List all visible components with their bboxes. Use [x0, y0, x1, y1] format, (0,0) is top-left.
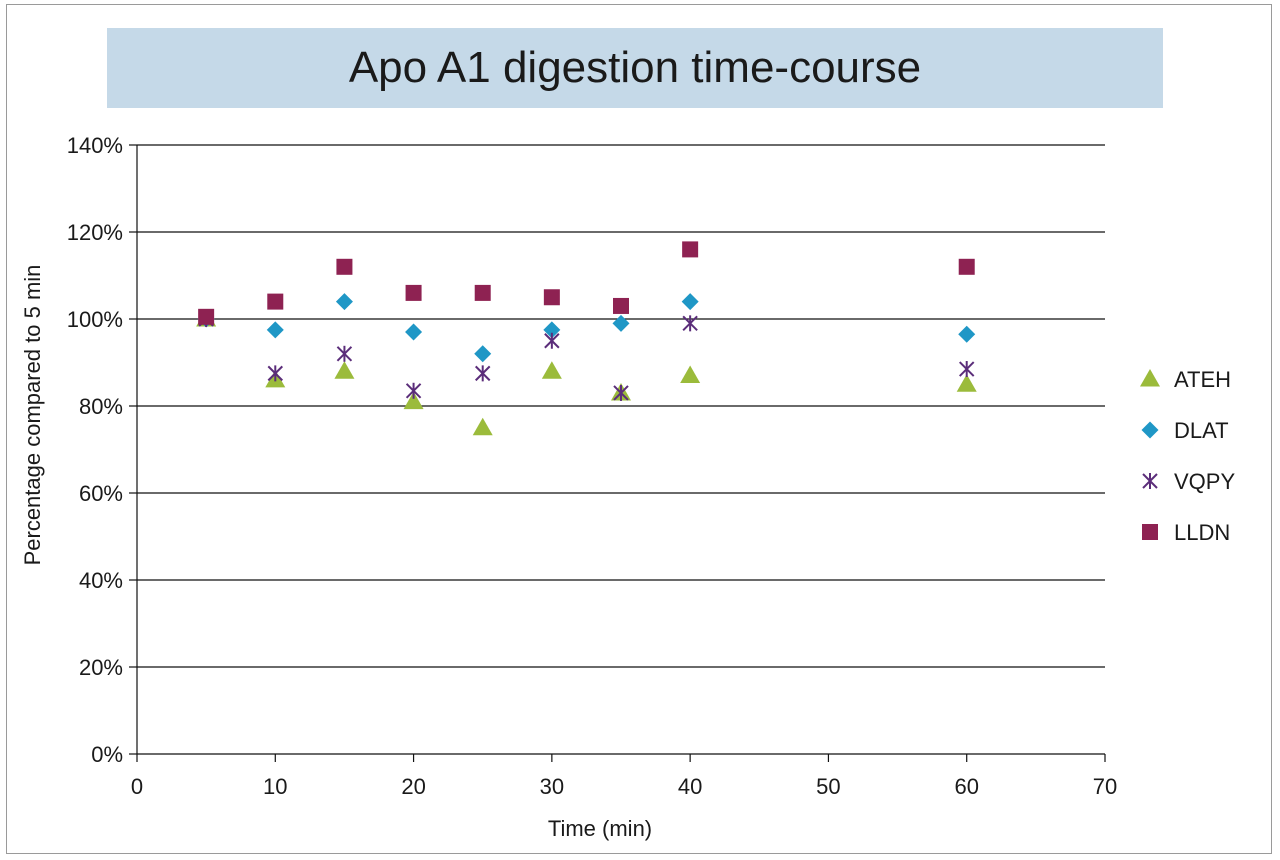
y-tick-label-20: 20%	[79, 655, 123, 680]
point-dlat-25	[474, 345, 492, 363]
legend-label-ateh: ATEH	[1174, 367, 1231, 392]
point-dlat-10	[266, 321, 284, 339]
y-tick-label-100: 100%	[67, 307, 123, 332]
y-tick-label-0: 0%	[91, 742, 123, 767]
legend-marker-vqpy	[1142, 473, 1158, 489]
point-ateh-30	[541, 361, 562, 379]
legend-item-vqpy: VQPY	[1142, 469, 1235, 494]
legend-label-dlat: DLAT	[1174, 418, 1229, 443]
point-lldn-20	[405, 284, 422, 301]
point-lldn-40	[682, 241, 699, 258]
legend-marker-lldn	[1142, 524, 1158, 540]
point-ateh-20	[403, 391, 424, 410]
axes	[129, 144, 1106, 762]
point-lldn-10	[267, 293, 284, 310]
point-ateh-60	[956, 374, 977, 392]
series-vqpy	[198, 311, 975, 401]
legend-item-ateh: ATEH	[1140, 367, 1231, 392]
point-dlat-30	[543, 321, 561, 339]
x-tick-label-70: 70	[1093, 774, 1117, 799]
x-tick-label-30: 30	[540, 774, 564, 799]
legend-marker-dlat	[1141, 421, 1159, 439]
chart-title: Apo A1 digestion time-course	[348, 43, 922, 92]
legend: ATEH DLAT VQPY LLDN	[1140, 367, 1235, 545]
legend-label-lldn: LLDN	[1174, 520, 1230, 545]
x-axis-title: Time (min)	[548, 816, 652, 841]
point-vqpy-60	[959, 361, 975, 378]
point-vqpy-25	[475, 365, 491, 382]
y-tick-label-40: 40%	[79, 568, 123, 593]
x-tick-label-50: 50	[816, 774, 840, 799]
tick-labels: 0% 20% 40% 60% 80% 100% 120% 140% 0 10 20 30 40 50 60 7…	[67, 133, 1118, 799]
x-tick-label-60: 60	[954, 774, 978, 799]
x-tick-label-20: 20	[401, 774, 425, 799]
point-vqpy-30	[544, 332, 560, 349]
data-points	[196, 241, 977, 436]
point-vqpy-15	[336, 345, 353, 362]
point-dlat-40	[681, 293, 699, 311]
x-tick-label-10: 10	[263, 774, 287, 799]
y-tick-label-80: 80%	[79, 394, 123, 419]
point-lldn-35	[613, 297, 629, 314]
chart-title-banner: Apo A1 digestion time-course	[107, 28, 1163, 108]
x-tick-label-40: 40	[678, 774, 702, 799]
y-tick-label-120: 120%	[67, 220, 123, 245]
point-vqpy-10	[267, 365, 283, 382]
point-lldn-60	[958, 258, 975, 275]
legend-item-dlat: DLAT	[1141, 418, 1229, 443]
x-tick-label-0: 0	[131, 774, 143, 799]
point-dlat-20	[405, 323, 423, 341]
point-vqpy-20	[405, 382, 422, 399]
y-tick-label-140: 140%	[67, 133, 123, 158]
series-dlat	[197, 293, 976, 363]
point-dlat-35	[612, 314, 630, 332]
series-ateh	[196, 309, 977, 436]
point-lldn-15	[336, 258, 353, 275]
point-dlat-60	[958, 325, 976, 343]
point-ateh-15	[334, 361, 355, 379]
point-ateh-25	[472, 417, 493, 436]
point-lldn-30	[543, 289, 560, 306]
y-tick-label-60: 60%	[79, 481, 123, 506]
point-ateh-40	[680, 365, 701, 384]
point-lldn-25	[474, 284, 491, 301]
chart-frame	[6, 4, 1272, 854]
point-dlat-15	[335, 293, 353, 311]
series-lldn	[198, 241, 975, 325]
point-vqpy-40	[682, 315, 698, 332]
legend-marker-ateh	[1140, 369, 1160, 387]
y-axis-title: Percentage compared to 5 min	[20, 265, 45, 566]
legend-item-lldn: LLDN	[1142, 520, 1230, 545]
point-lldn-5	[198, 308, 215, 325]
grid-lines	[137, 144, 1105, 668]
point-vqpy-35	[613, 384, 629, 401]
legend-label-vqpy: VQPY	[1174, 469, 1235, 494]
